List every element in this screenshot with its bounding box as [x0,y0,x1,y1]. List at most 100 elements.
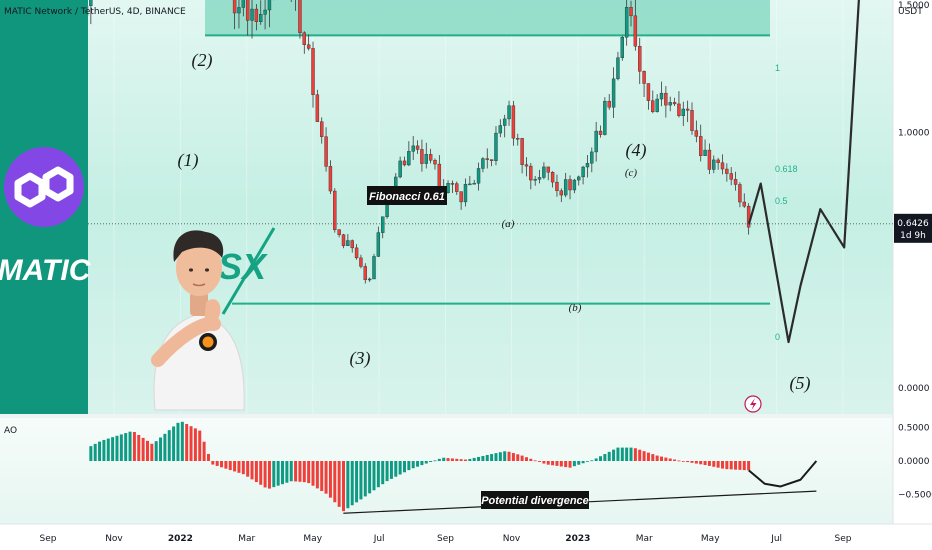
ao-bar[interactable] [538,461,542,462]
ao-bar[interactable] [102,439,106,461]
ao-bar[interactable] [111,437,115,461]
ao-bar[interactable] [520,455,524,461]
ao-bar[interactable] [459,459,463,461]
candle[interactable] [725,163,729,182]
ao-bar[interactable] [124,433,128,461]
ao-bar[interactable] [180,421,184,461]
ao-bar[interactable] [172,426,176,461]
time-axis-panel[interactable] [0,524,932,550]
ao-bar[interactable] [429,461,433,462]
ao-bar[interactable] [703,461,707,466]
candle[interactable] [572,178,577,194]
ao-bar[interactable] [281,461,285,485]
ao-bar[interactable] [424,461,428,464]
current-price-badge[interactable]: 0.6426 1d 9h [894,213,932,243]
candle[interactable] [459,191,463,210]
ao-bar[interactable] [707,461,711,466]
ao-bar[interactable] [477,456,481,461]
ao-bar[interactable] [594,458,598,461]
ao-bar[interactable] [363,461,367,497]
candle[interactable] [651,90,655,114]
ao-bar[interactable] [311,461,315,486]
candle[interactable] [672,97,677,106]
candle[interactable] [577,175,581,186]
candle[interactable] [420,139,424,172]
candle[interactable] [712,155,716,174]
ao-bar[interactable] [450,458,454,461]
ao-bar[interactable] [494,453,498,461]
candle[interactable] [585,154,590,178]
ao-bar[interactable] [250,461,254,480]
candle[interactable] [677,91,681,118]
ao-bar[interactable] [106,438,110,461]
ao-bar[interactable] [607,451,611,461]
candle[interactable] [524,157,529,177]
ao-bar[interactable] [416,461,420,467]
fibonacci-callout[interactable]: Fibonacci 0.61 [367,186,447,205]
lightning-alert-icon[interactable] [744,395,762,413]
ao-bar[interactable] [263,461,267,488]
ao-bar[interactable] [359,461,363,500]
ao-bar[interactable] [237,461,241,473]
ao-bar[interactable] [150,443,154,461]
ao-bar[interactable] [564,461,568,468]
ao-bar[interactable] [368,461,372,494]
ao-bar[interactable] [302,461,306,483]
ao-bar[interactable] [372,461,376,491]
candle[interactable] [738,182,742,208]
ao-bar[interactable] [376,461,380,488]
ao-bar[interactable] [254,461,258,483]
ao-bar[interactable] [185,423,189,461]
candle[interactable] [664,86,668,118]
candle[interactable] [629,0,633,27]
candle[interactable] [254,4,259,31]
candle[interactable] [542,162,546,180]
ao-bar[interactable] [642,451,646,461]
ao-bar[interactable] [389,461,393,479]
candle[interactable] [259,0,263,25]
candle[interactable] [559,188,564,203]
ao-bar[interactable] [725,461,729,470]
candle[interactable] [463,178,468,207]
ao-bar[interactable] [411,461,415,469]
ao-bar[interactable] [638,449,642,461]
ao-bar[interactable] [712,461,716,467]
ao-bar[interactable] [294,461,298,482]
ao-bar[interactable] [202,441,206,461]
ao-bar[interactable] [699,461,703,465]
ao-bar[interactable] [407,461,411,471]
candle[interactable] [485,148,489,169]
candle[interactable] [603,97,607,136]
ao-bar[interactable] [555,461,559,466]
candle[interactable] [311,41,315,108]
ao-bar[interactable] [98,441,102,461]
ao-bar[interactable] [228,461,232,471]
candle[interactable] [699,124,703,162]
ao-bar[interactable] [655,455,659,461]
candle[interactable] [428,148,433,164]
ao-bar[interactable] [612,449,616,461]
candle[interactable] [502,114,507,138]
ao-bar[interactable] [193,428,197,461]
ao-bar[interactable] [381,461,385,485]
candle[interactable] [333,188,337,233]
wave-5-projection-path[interactable] [747,0,860,344]
ao-bar[interactable] [455,458,459,461]
candle[interactable] [590,147,594,173]
candle[interactable] [620,35,625,61]
ao-bar[interactable] [742,461,746,471]
ao-bar[interactable] [533,460,537,462]
candle[interactable] [232,0,237,30]
candle[interactable] [450,180,455,193]
candle[interactable] [642,70,646,98]
candle[interactable] [245,0,250,36]
ao-bar[interactable] [154,441,158,461]
ao-bar[interactable] [468,458,472,461]
candle[interactable] [690,102,694,135]
ao-bar[interactable] [119,434,123,461]
ao-bar[interactable] [259,461,263,485]
candle[interactable] [733,171,738,191]
ao-bar[interactable] [402,461,406,473]
ao-bar[interactable] [307,461,311,484]
ao-bar[interactable] [298,461,302,482]
